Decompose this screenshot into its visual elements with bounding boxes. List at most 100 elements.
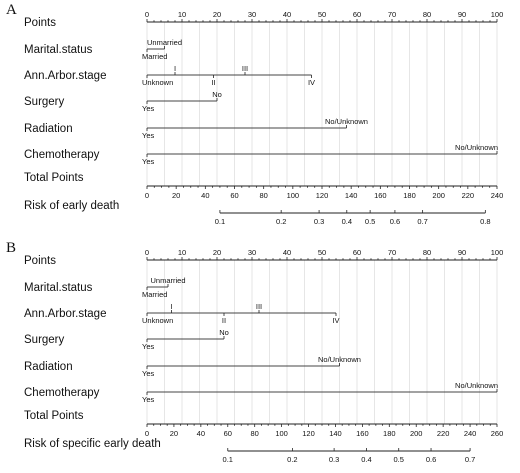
category-label: No/Unknown xyxy=(455,143,498,152)
category-label: Unmarried xyxy=(150,276,185,285)
variable-row: Radiation Yes No/Unknown xyxy=(24,355,361,378)
points-axis-label: Points xyxy=(24,17,56,29)
category-label: No xyxy=(212,90,222,99)
variable-label: Chemotherapy xyxy=(24,387,100,399)
risk-tick-label: 0.7 xyxy=(417,217,427,226)
risk-axis-label: Risk of specific early death xyxy=(24,438,161,450)
total-points-tick-label: 40 xyxy=(201,191,209,200)
variable-label: Ann.Arbor.stage xyxy=(24,70,106,82)
total-points-tick-label: 80 xyxy=(259,191,267,200)
points-tick-label: 20 xyxy=(213,10,221,19)
risk-tick-label: 0.3 xyxy=(314,217,324,226)
points-tick-label: 40 xyxy=(283,10,291,19)
points-tick-label: 80 xyxy=(423,10,431,19)
total-points-tick-label: 60 xyxy=(224,429,232,438)
category-label: Yes xyxy=(142,395,154,404)
points-tick-label: 10 xyxy=(178,248,186,257)
variable-label: Radiation xyxy=(24,123,73,135)
variable-label: Marital.status xyxy=(24,282,93,294)
total-points-tick-label: 140 xyxy=(329,429,342,438)
category-label: No/Unknown xyxy=(325,117,368,126)
variable-row: Radiation Yes No/Unknown xyxy=(24,117,368,140)
category-label: Yes xyxy=(142,131,154,140)
variable-label: Marital.status xyxy=(24,44,93,56)
total-points-tick-label: 0 xyxy=(145,429,149,438)
category-label: Unknown xyxy=(142,316,173,325)
total-points-tick-label: 220 xyxy=(437,429,450,438)
points-tick-label: 40 xyxy=(283,248,291,257)
total-points-tick-label: 240 xyxy=(464,429,477,438)
variable-row: Surgery Yes No xyxy=(24,90,222,113)
risk-axis: Risk of early death 0.1 0.2 0.3 0.4 0.5 0.6 0.7… xyxy=(24,200,491,226)
variable-label: Chemotherapy xyxy=(24,149,100,161)
total-points-tick-label: 0 xyxy=(145,191,149,200)
points-tick-label: 0 xyxy=(145,10,149,19)
points-tick-label: 30 xyxy=(248,248,256,257)
category-label: I xyxy=(174,64,176,73)
risk-tick-label: 0.8 xyxy=(480,217,490,226)
total-points-tick-label: 40 xyxy=(197,429,205,438)
points-tick-label: 0 xyxy=(145,248,149,257)
risk-tick-label: 0.6 xyxy=(390,217,400,226)
points-tick-label: 70 xyxy=(388,248,396,257)
points-tick-label: 60 xyxy=(353,248,361,257)
gridlines xyxy=(146,260,498,424)
category-label: Unmarried xyxy=(147,38,182,47)
total-points-tick-label: 180 xyxy=(383,429,396,438)
category-label: II xyxy=(211,78,215,87)
points-tick-label: 80 xyxy=(423,248,431,257)
total-points-tick-label: 100 xyxy=(275,429,288,438)
total-points-tick-label: 120 xyxy=(316,191,329,200)
variable-row: Chemotherapy Yes No/Unknown xyxy=(24,381,498,404)
points-axis-label: Points xyxy=(24,255,56,267)
category-label: Yes xyxy=(142,157,154,166)
points-axis: Points 0 10 20 30 40 50 60 70 80 90 100 xyxy=(24,248,503,267)
category-label: III xyxy=(256,302,262,311)
variable-row: Marital.status Married Unmarried xyxy=(24,276,186,299)
total-points-tick-label: 140 xyxy=(345,191,358,200)
total-points-tick-label: 80 xyxy=(251,429,259,438)
category-label: IV xyxy=(332,316,339,325)
risk-axis: Risk of specific early death 0.1 0.2 0.3 0.4… xyxy=(24,438,475,464)
points-tick-label: 100 xyxy=(491,248,504,257)
points-tick-label: 70 xyxy=(388,10,396,19)
category-label: II xyxy=(222,316,226,325)
risk-tick-label: 0.3 xyxy=(329,455,339,464)
points-tick-label: 50 xyxy=(318,10,326,19)
risk-tick-label: 0.1 xyxy=(215,217,225,226)
risk-tick-label: 0.4 xyxy=(361,455,371,464)
category-label: No/Unknown xyxy=(318,355,361,364)
total-points-tick-label: 260 xyxy=(491,429,504,438)
variable-row: Chemotherapy Yes No/Unknown xyxy=(24,143,498,166)
risk-tick-label: 0.2 xyxy=(287,455,297,464)
category-label: Married xyxy=(142,290,167,299)
variable-label: Ann.Arbor.stage xyxy=(24,308,106,320)
total-points-tick-label: 200 xyxy=(410,429,423,438)
category-label: Yes xyxy=(142,369,154,378)
risk-tick-label: 0.6 xyxy=(426,455,436,464)
variable-label: Radiation xyxy=(24,361,73,373)
total-points-tick-label: 180 xyxy=(403,191,416,200)
category-label: Unknown xyxy=(142,78,173,87)
total-points-label: Total Points xyxy=(24,410,84,422)
points-tick-label: 90 xyxy=(458,248,466,257)
panel-b: B Points 0 10 20 30 40 50 60 70 80 90 100 Marital.sta… xyxy=(6,240,503,464)
total-points-axis: Total Points 0 20 40 60 80 100 120 140 160 180 200 2… xyxy=(24,172,503,200)
risk-axis-label: Risk of early death xyxy=(24,200,119,212)
category-label: I xyxy=(170,302,172,311)
category-label: Married xyxy=(142,52,167,61)
variable-row: Surgery Yes No xyxy=(24,328,229,351)
category-label: No xyxy=(219,328,229,337)
category-label: No/Unknown xyxy=(455,381,498,390)
total-points-tick-label: 100 xyxy=(287,191,300,200)
risk-tick-label: 0.1 xyxy=(223,455,233,464)
total-points-tick-label: 220 xyxy=(462,191,475,200)
category-label: Yes xyxy=(142,104,154,113)
risk-tick-label: 0.5 xyxy=(394,455,404,464)
total-points-tick-label: 240 xyxy=(491,191,504,200)
variable-label: Surgery xyxy=(24,96,65,108)
risk-tick-label: 0.7 xyxy=(465,455,475,464)
